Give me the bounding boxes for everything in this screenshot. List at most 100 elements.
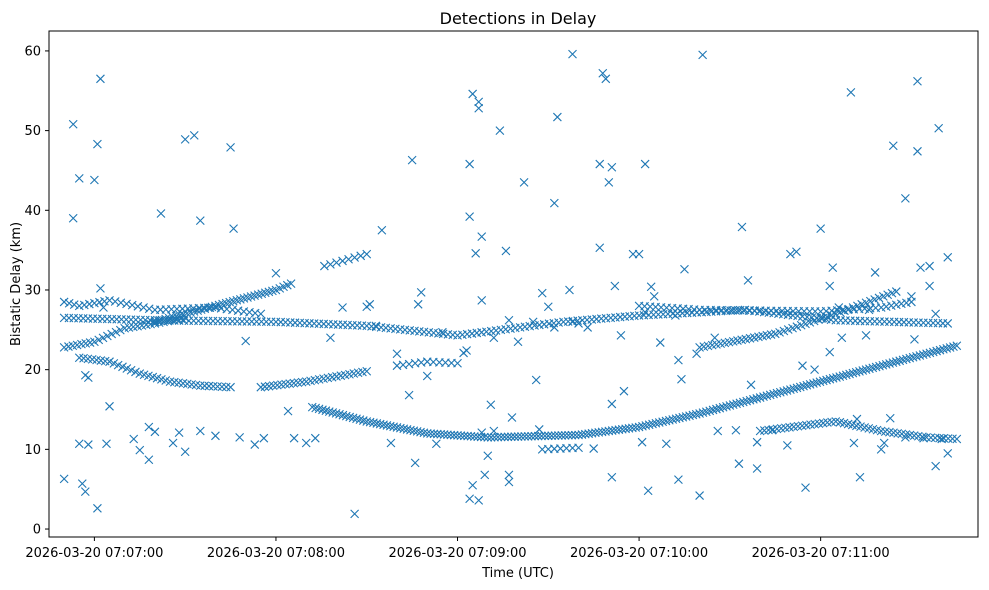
detection-point [661, 416, 671, 426]
detection-point [926, 433, 936, 443]
detection-point [607, 472, 617, 482]
detection-point [195, 216, 205, 226]
detection-point [436, 429, 446, 439]
detection-point [938, 344, 948, 354]
detection-point [952, 434, 962, 444]
detection-point [607, 399, 617, 409]
x-tick-label: 2026-03-20 07:08:00 [207, 546, 345, 561]
detection-point [221, 298, 231, 308]
detection-point [908, 352, 918, 362]
detection-point [762, 391, 772, 401]
detection-point [175, 310, 185, 320]
detection-point [755, 393, 765, 402]
detection-point [449, 430, 459, 440]
detection-point [752, 394, 762, 403]
detection-point [701, 407, 711, 417]
detection-point [828, 373, 838, 383]
detection-point [818, 376, 828, 386]
detection-point [164, 313, 174, 323]
detection-point [110, 297, 120, 306]
detection-point [837, 333, 847, 343]
detection-point [841, 370, 851, 380]
detection-point [805, 379, 815, 389]
detection-point [94, 335, 104, 345]
chart-title: Detections in Delay [440, 9, 597, 28]
detection-point [83, 373, 93, 383]
y-tick-label: 20 [24, 363, 41, 378]
detection-point [257, 289, 267, 299]
detection-point [849, 438, 859, 448]
detection-point [407, 155, 417, 165]
detection-point [878, 360, 888, 370]
detection-point [358, 416, 368, 425]
detection-point [671, 414, 681, 424]
detection-point [180, 134, 190, 144]
detection-point [537, 431, 546, 441]
detection-point [392, 423, 402, 432]
detection-point [742, 396, 752, 406]
detection-point [646, 282, 656, 292]
detection-point [489, 333, 499, 343]
detection-point [218, 299, 227, 309]
detection-point [504, 477, 514, 487]
detection-point [685, 411, 694, 421]
detection-point [564, 430, 573, 440]
detection-point [328, 408, 338, 417]
detection-point [674, 355, 683, 365]
detection-point [922, 433, 931, 442]
detection-point [93, 503, 102, 513]
detection-point [816, 224, 826, 234]
detection-point [510, 432, 520, 442]
y-tick-label: 40 [24, 204, 41, 219]
detection-point [688, 410, 698, 420]
detection-point [437, 327, 447, 337]
detection-point [102, 331, 112, 341]
detection-point [480, 470, 490, 480]
detection-point [283, 406, 293, 416]
detection-point [412, 427, 422, 436]
detection-point [801, 483, 810, 492]
detection-point [214, 300, 224, 310]
detection-point [208, 381, 218, 391]
detection-point [931, 309, 941, 319]
detection-point [416, 427, 425, 437]
detection-point [486, 432, 496, 442]
detection-point [232, 295, 242, 305]
detection-point [649, 291, 659, 301]
detection-point [846, 87, 856, 97]
detection-point [925, 348, 935, 358]
detection-point [799, 381, 808, 391]
detection-point [365, 299, 375, 309]
detection-point [530, 431, 540, 441]
detection-point [356, 251, 366, 261]
detection-point [150, 427, 160, 437]
y-axis: 0 10 20 30 40 50 60 [24, 44, 49, 538]
detection-point [651, 418, 661, 428]
detection-point [235, 433, 245, 442]
detection-point [235, 294, 245, 304]
detection-point [737, 222, 747, 232]
detection-point [825, 374, 835, 384]
detection-point [550, 431, 560, 441]
detection-point [792, 247, 801, 257]
detection-point [127, 300, 137, 310]
detection-point [171, 311, 181, 321]
detection-point [523, 431, 533, 441]
detection-point [922, 349, 931, 359]
detection-point [568, 317, 577, 327]
detection-point [372, 419, 382, 428]
detection-point [698, 50, 708, 60]
detection-point [504, 470, 514, 480]
plot-area-frame [48, 30, 979, 538]
detection-point [507, 413, 517, 422]
y-tick-label: 50 [24, 124, 41, 139]
detection-point [855, 367, 864, 376]
detection-point [755, 306, 765, 316]
detection-point [513, 337, 523, 347]
detection-point [161, 314, 170, 324]
detection-point [638, 421, 647, 431]
detection-point [948, 434, 957, 444]
detection-point [77, 479, 87, 488]
detection-point [537, 288, 547, 298]
detection-point [775, 387, 785, 397]
